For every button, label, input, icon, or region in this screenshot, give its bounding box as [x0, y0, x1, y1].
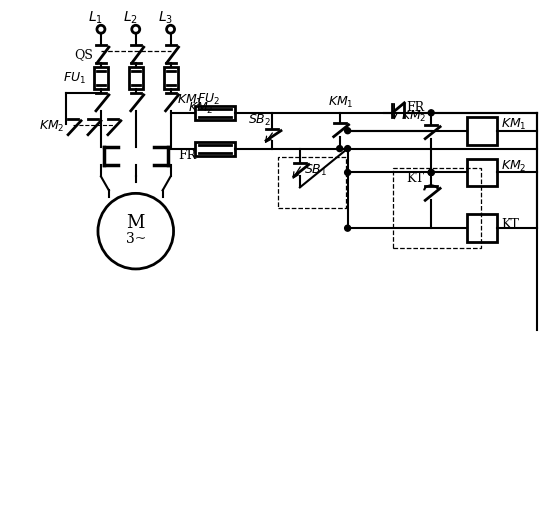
Bar	[467, 117, 497, 145]
Text: FR: FR	[406, 101, 425, 114]
Text: 3~: 3~	[125, 232, 146, 246]
Text: $KM_2$: $KM_2$	[189, 101, 214, 116]
Text: $L_2$: $L_2$	[123, 9, 138, 26]
Text: $L_1$: $L_1$	[88, 9, 103, 26]
Bar	[467, 214, 497, 242]
Circle shape	[345, 170, 351, 175]
Bar	[129, 67, 143, 89]
Bar	[195, 141, 235, 156]
Bar	[393, 169, 481, 248]
Text: QS: QS	[74, 49, 93, 62]
Text: $L_3$: $L_3$	[158, 9, 173, 26]
Text: $KM_2$: $KM_2$	[39, 119, 65, 134]
Circle shape	[345, 128, 351, 134]
Bar	[164, 67, 178, 89]
Bar	[195, 106, 235, 120]
Text: $SB_1$: $SB_1$	[304, 163, 327, 178]
Text: $FU_1$: $FU_1$	[63, 70, 86, 86]
Circle shape	[337, 146, 342, 151]
Text: $KM_1$: $KM_1$	[328, 96, 354, 110]
Bar	[278, 157, 346, 208]
Circle shape	[345, 225, 351, 231]
Text: KT: KT	[501, 218, 519, 231]
Text: $KM_2$: $KM_2$	[401, 109, 427, 124]
Circle shape	[345, 146, 351, 151]
Text: $KM_1$: $KM_1$	[176, 93, 202, 109]
Text: $KM_1$: $KM_1$	[501, 117, 527, 132]
Text: $SB_2$: $SB_2$	[248, 113, 271, 128]
Bar	[467, 159, 497, 186]
Text: $FU_2$: $FU_2$	[198, 92, 220, 108]
Text: FR: FR	[179, 149, 196, 162]
Bar	[94, 67, 108, 89]
Circle shape	[428, 170, 434, 175]
Text: $KM_2$: $KM_2$	[501, 159, 526, 174]
Text: M: M	[127, 214, 145, 232]
Text: KT: KT	[406, 172, 424, 185]
Circle shape	[428, 110, 434, 116]
Circle shape	[428, 170, 434, 175]
